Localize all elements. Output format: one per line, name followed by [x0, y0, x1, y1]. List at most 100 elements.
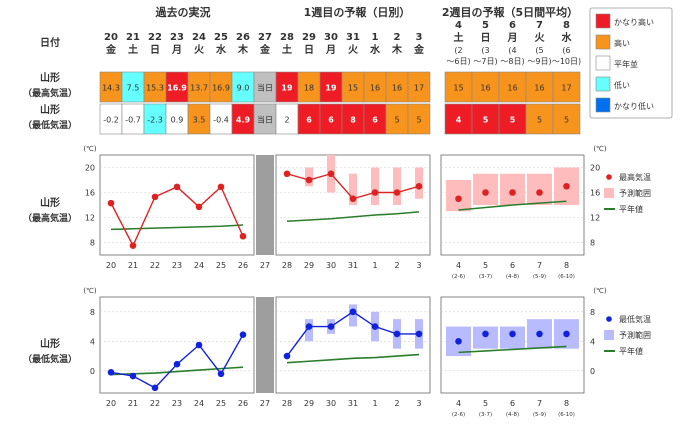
weekday-26: 木: [237, 43, 249, 56]
chart2-past-panel: [99, 296, 255, 394]
chart2-week2-point-8: [563, 330, 570, 338]
weekday-31: 火: [348, 44, 359, 56]
week2-range-b-8: ～10日): [552, 57, 581, 66]
week2-range-a-4: (2: [454, 46, 462, 55]
chart1-week2-point-8: [563, 182, 570, 190]
chart2-forecast-point-1: [371, 323, 379, 330]
chart1-week2-point-6: [509, 189, 516, 196]
weekday-22: 日: [150, 44, 160, 56]
chart2-xtick-3: 3: [416, 399, 421, 408]
chart1-week2-xtick-5: 5: [483, 261, 488, 270]
week2-range-b-6: ～8日): [500, 57, 524, 66]
min-value-1: -0.7: [125, 116, 141, 125]
max-value-3: 16.9: [167, 84, 187, 93]
chart2-forecast-point-30: [327, 323, 335, 330]
max-value-13: 16: [392, 84, 402, 93]
chart2-xtick-26: 26: [238, 399, 248, 408]
chart1-xtick-21: 21: [128, 261, 138, 270]
min-value-14: 5: [416, 116, 421, 125]
section-title-week1: 1週目の予報（日別）: [304, 5, 411, 19]
chart1-xtick-3: 3: [416, 261, 421, 270]
max-value-7: 当日: [257, 83, 273, 93]
chart2-normal-line-week1: [286, 353, 420, 364]
week2-range-a-5: (3: [481, 46, 489, 55]
chart2-week2-point-4: [455, 338, 462, 345]
date-24: 24: [192, 32, 206, 43]
section-title-past: 過去の実況: [155, 5, 211, 19]
chart2-xtick-21: 21: [128, 399, 138, 408]
chart2-observed-point-25: [217, 370, 225, 378]
min-week2-value-4: 5: [564, 116, 569, 125]
min-cell-14: [407, 103, 431, 135]
min-value-3: 0.9: [171, 116, 184, 125]
chart2-week2-xtick-4: 4: [456, 399, 461, 408]
max-week2-cell-3: [525, 71, 554, 103]
chart2-week2-xsub-8: (6-10): [558, 412, 575, 418]
date-26: 26: [236, 32, 250, 43]
chart1-observed-point-20: [107, 199, 115, 207]
min-value-5: -0.4: [213, 116, 229, 125]
chart1-ytick-left-8: 8: [90, 239, 95, 248]
chart2-week2-xtick-7: 7: [537, 399, 542, 408]
chart2-observed-point-26: [239, 331, 247, 338]
week2-weekday-5: 日: [481, 32, 491, 44]
date-29: 29: [302, 32, 316, 43]
min-week2-cell-2: [498, 103, 527, 135]
chart2-ytick-right-0: 0: [590, 367, 595, 376]
chart1-observed-point-24: [195, 203, 203, 211]
max-value-10: 19: [325, 84, 337, 93]
max-week2-value-3: 16: [534, 84, 544, 93]
date-1: 1: [372, 32, 379, 43]
chart1-today-band: [256, 155, 274, 255]
chart2-week2-xsub-5: (3-7): [479, 412, 492, 418]
chart2-week2-point-5: [482, 330, 489, 338]
chart2-xtick-24: 24: [194, 399, 204, 408]
chart1-xtick-2: 2: [394, 261, 399, 270]
min-row-label-1: 山形: [40, 103, 60, 116]
chart1-forecast-point-30: [327, 170, 335, 178]
max-value-1: 7.5: [127, 84, 140, 93]
chart2-week2-xsub-7: (5-9): [533, 412, 546, 418]
chart2-xtick-28: 28: [282, 399, 292, 408]
chart1-xtick-22: 22: [150, 261, 160, 270]
chart2-ytick-right-8: 8: [590, 308, 595, 317]
max-value-14: 17: [414, 84, 424, 93]
chart2-range-31: [349, 304, 357, 327]
week2-range-b-7: ～9日): [527, 57, 551, 66]
chart1-xtick-31: 31: [348, 261, 358, 270]
chart2-week2-xsub-4: (2-6): [452, 412, 465, 418]
chart1-xtick-24: 24: [194, 261, 204, 270]
week2-range-a-7: (5: [535, 46, 543, 55]
chart1-forecast-point-1: [371, 189, 379, 196]
chart2-week2-point-7: [536, 330, 543, 338]
chart2-forecast-point-31: [349, 308, 357, 316]
max-value-4: 13.7: [190, 84, 208, 93]
chart1-xtick-29: 29: [304, 261, 314, 270]
chart1-legend-point-swatch: [606, 174, 612, 180]
min-week2-cell-0: [444, 103, 473, 135]
chart2-normal-line-week2: [458, 345, 567, 354]
week2-range-b-4: ～6日): [446, 57, 470, 66]
min-value-7: 当日: [257, 115, 273, 125]
max-value-8: 19: [281, 84, 293, 93]
chart2-forecast-point-2: [393, 330, 401, 338]
min-value-9: 6: [306, 116, 312, 125]
chart2-week2-point-6: [509, 330, 516, 338]
max-value-11: 15: [348, 84, 358, 93]
date-2: 2: [394, 32, 401, 43]
chart1-legend-range-swatch: [604, 188, 614, 198]
chart1-xtick-27: 27: [260, 261, 270, 270]
chart1-legend-normal-label: 平年値: [619, 204, 643, 214]
chart1-unit-left: (℃): [83, 145, 97, 153]
chart2-forecast-point-28: [283, 352, 291, 360]
chart2-observed-point-20: [107, 369, 115, 376]
chart1-xtick-30: 30: [326, 261, 336, 270]
chart2-ytick-left-0: 0: [90, 367, 95, 376]
chart1-observed-point-23: [173, 183, 181, 191]
legend-label-2: 平年並: [614, 59, 638, 69]
chart1-legend-range-label: 予測範囲: [619, 188, 651, 198]
chart2-legend-range-swatch: [604, 330, 614, 340]
chart2-xtick-30: 30: [326, 399, 336, 408]
chart1-week2-point-5: [482, 189, 489, 196]
